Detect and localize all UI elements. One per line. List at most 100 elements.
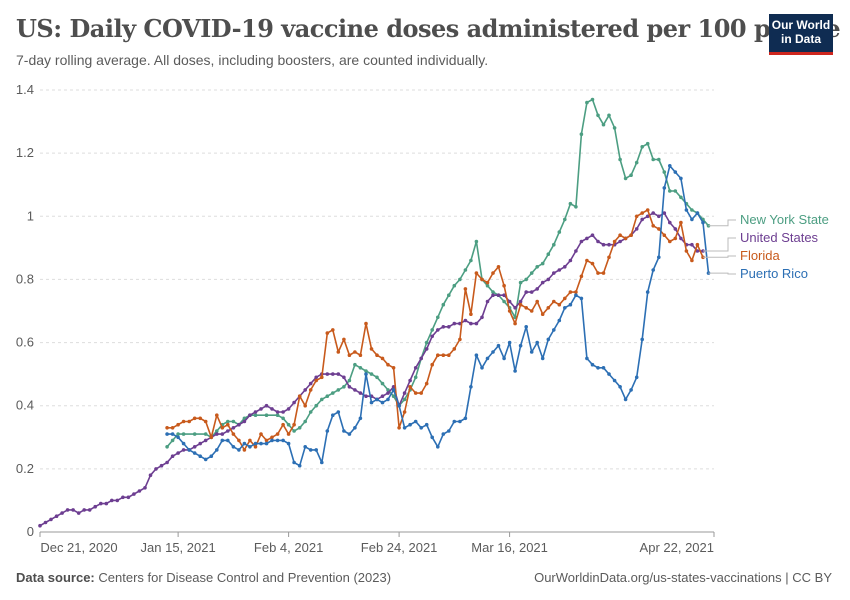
owid-logo[interactable]: Our World in Data	[769, 14, 833, 55]
data-point	[529, 350, 534, 354]
data-point	[237, 448, 241, 452]
data-point	[485, 280, 490, 285]
data-point	[303, 445, 308, 449]
data-point	[529, 271, 534, 275]
x-tick-label: Feb 4, 2021	[254, 540, 323, 555]
data-point	[679, 220, 683, 225]
data-point	[413, 375, 418, 380]
data-point	[540, 261, 545, 266]
data-point	[618, 157, 622, 162]
data-point	[518, 280, 523, 285]
data-point	[441, 432, 446, 436]
data-point	[87, 508, 92, 512]
data-point	[281, 438, 285, 443]
data-point	[535, 287, 539, 291]
data-point	[242, 448, 247, 452]
legend-label[interactable]: Puerto Rico	[740, 266, 808, 281]
data-point	[347, 378, 352, 383]
data-point	[458, 277, 462, 282]
data-point	[215, 448, 219, 452]
data-point	[126, 495, 131, 500]
data-point	[237, 422, 241, 427]
data-point	[507, 309, 512, 313]
data-point	[308, 410, 313, 414]
data-point	[557, 318, 562, 323]
data-point	[292, 400, 296, 405]
data-point	[297, 426, 302, 430]
data-point	[358, 416, 363, 421]
legend-label[interactable]: Florida	[740, 248, 781, 263]
data-point	[673, 170, 678, 174]
legend-connector	[708, 219, 736, 227]
data-point	[634, 214, 639, 219]
data-point	[546, 252, 551, 256]
data-point	[612, 378, 617, 383]
data-point	[662, 233, 667, 237]
data-point	[618, 233, 622, 237]
data-point	[353, 388, 357, 392]
data-point	[38, 523, 42, 528]
data-point	[226, 429, 230, 433]
data-point	[181, 419, 186, 424]
data-point	[463, 287, 468, 291]
data-point	[546, 306, 551, 310]
y-tick-label: 1.2	[16, 145, 34, 160]
data-point	[386, 388, 390, 392]
data-point	[596, 239, 600, 244]
data-point	[281, 422, 285, 427]
data-point	[634, 160, 639, 165]
data-point	[447, 353, 451, 358]
data-point	[281, 410, 285, 414]
legend-label[interactable]: United States	[740, 230, 819, 245]
data-point	[441, 325, 446, 329]
data-point	[540, 356, 545, 361]
data-point	[640, 217, 644, 222]
data-point	[369, 400, 374, 405]
data-point	[176, 435, 180, 440]
data-source: Data source: Centers for Disease Control…	[16, 570, 391, 585]
data-point	[430, 334, 435, 339]
data-point	[662, 211, 667, 215]
source-link[interactable]: Centers for Disease Control and Preventi…	[98, 570, 392, 585]
data-point	[607, 372, 611, 376]
data-point	[518, 343, 523, 348]
data-point	[540, 312, 545, 317]
data-point	[557, 302, 562, 307]
series-line-new-york-state[interactable]	[166, 98, 710, 448]
data-point	[369, 347, 374, 351]
data-point	[353, 362, 357, 367]
x-tick-label: Apr 22, 2021	[640, 540, 714, 555]
data-point	[612, 126, 617, 130]
data-point	[496, 265, 501, 269]
data-point	[585, 100, 589, 105]
data-point	[203, 457, 208, 462]
data-point	[176, 422, 180, 427]
data-point	[474, 353, 479, 358]
data-point	[574, 293, 578, 298]
series-line-florida[interactable]	[167, 209, 704, 451]
data-point	[231, 426, 236, 430]
data-point	[436, 445, 440, 449]
data-point	[192, 445, 197, 449]
data-point	[192, 416, 197, 421]
y-tick-label: 0.6	[16, 335, 34, 350]
data-point	[347, 432, 352, 436]
data-point	[165, 445, 169, 449]
data-point	[248, 413, 252, 418]
data-point	[231, 419, 236, 424]
data-point	[297, 394, 302, 399]
data-point	[474, 321, 479, 326]
data-point	[679, 195, 683, 200]
data-point	[253, 441, 258, 446]
data-point	[325, 331, 330, 335]
data-point	[596, 113, 600, 118]
data-point	[535, 299, 539, 304]
data-point	[320, 397, 324, 402]
data-point	[203, 438, 208, 443]
data-point	[651, 268, 655, 272]
legend-label[interactable]: New York State	[740, 212, 829, 227]
data-point	[430, 328, 435, 332]
owid-url[interactable]: OurWorldinData.org/us-states-vaccination…	[534, 570, 832, 585]
data-point	[391, 388, 396, 392]
data-point	[143, 486, 147, 490]
